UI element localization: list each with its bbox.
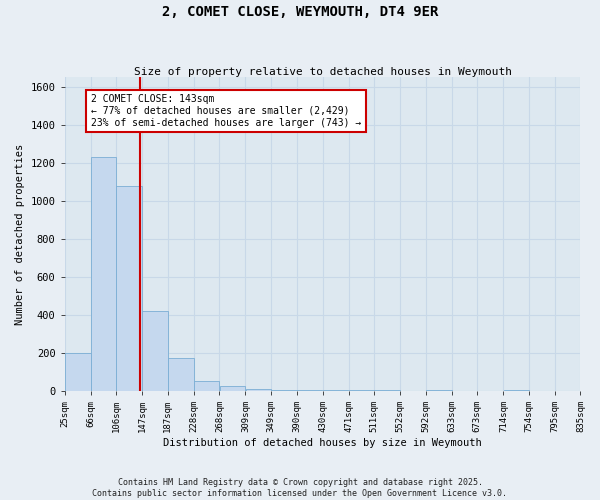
Y-axis label: Number of detached properties: Number of detached properties: [15, 144, 25, 324]
Text: Contains HM Land Registry data © Crown copyright and database right 2025.
Contai: Contains HM Land Registry data © Crown c…: [92, 478, 508, 498]
Text: 2, COMET CLOSE, WEYMOUTH, DT4 9ER: 2, COMET CLOSE, WEYMOUTH, DT4 9ER: [162, 5, 438, 19]
Bar: [245, 389, 271, 390]
Bar: [194, 381, 219, 390]
Title: Size of property relative to detached houses in Weymouth: Size of property relative to detached ho…: [134, 66, 512, 76]
Bar: [220, 386, 245, 390]
X-axis label: Distribution of detached houses by size in Weymouth: Distribution of detached houses by size …: [163, 438, 482, 448]
Bar: [142, 311, 167, 390]
Bar: [91, 157, 116, 390]
Bar: [65, 352, 91, 391]
Bar: [168, 358, 194, 390]
Text: 2 COMET CLOSE: 143sqm
← 77% of detached houses are smaller (2,429)
23% of semi-d: 2 COMET CLOSE: 143sqm ← 77% of detached …: [91, 94, 362, 128]
Bar: [116, 186, 142, 390]
